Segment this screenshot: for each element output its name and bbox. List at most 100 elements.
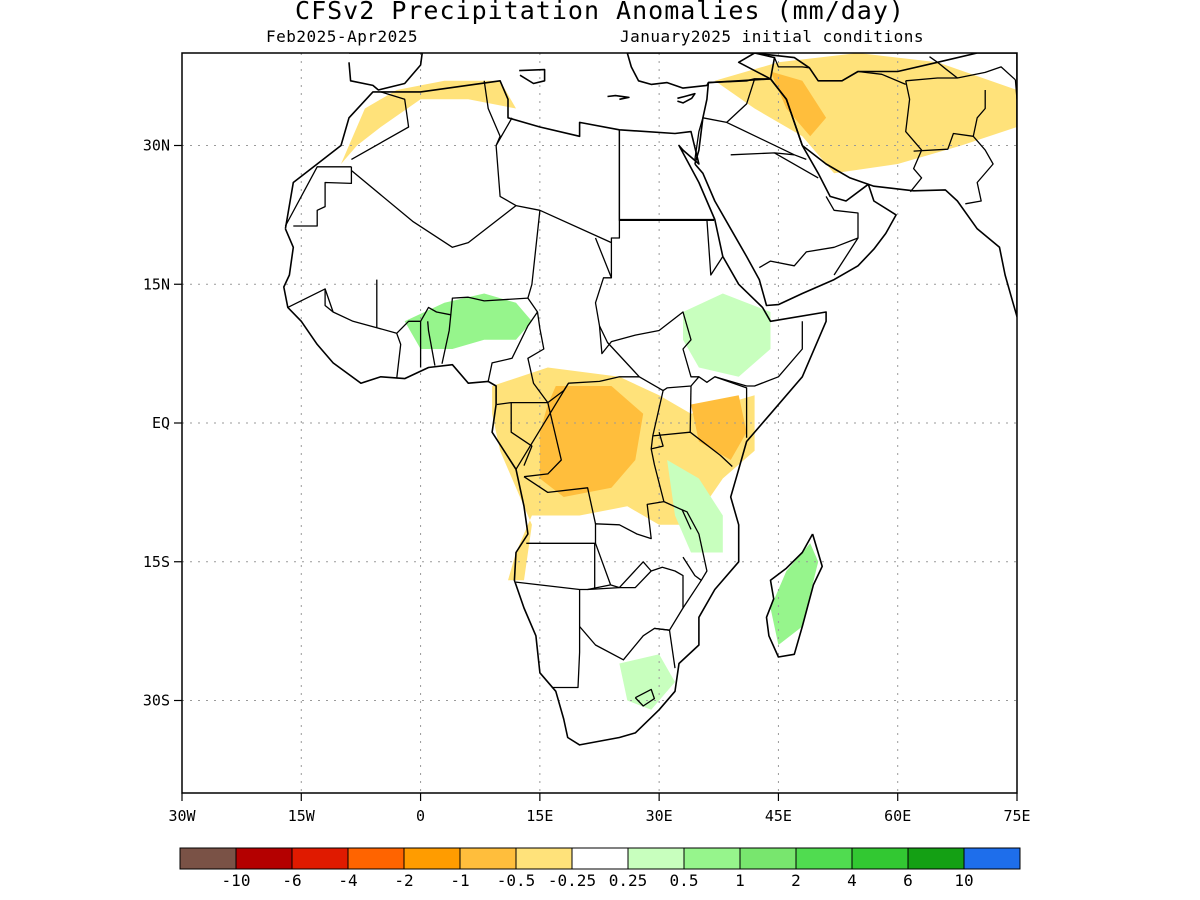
lon-tick-label: 15E: [526, 807, 553, 825]
country-border: [551, 589, 581, 689]
country-border: [487, 311, 539, 382]
colorbar: -10 -6 -4 -2 -1 -0.5 -0.25 0.25 0.5 1 2 4 6 10: [179, 847, 1021, 890]
colorbar-label: -1: [450, 871, 469, 890]
colorbar-label: 1: [735, 871, 745, 890]
colorbar-swatch: [795, 847, 853, 870]
lon-tick-label: 60E: [884, 807, 911, 825]
anomaly-ethiopia-wet: [683, 293, 771, 377]
colorbar-swatch: [235, 847, 293, 870]
lon-tick-label: 30W: [168, 807, 196, 825]
country-border: [758, 196, 859, 269]
country-border: [293, 166, 353, 227]
coastline-italy-sicily: [519, 68, 546, 85]
lon-tick-label: 45E: [765, 807, 792, 825]
country-border: [714, 376, 748, 438]
country-border: [618, 561, 652, 589]
country-border: [598, 311, 699, 378]
country-border: [689, 385, 692, 433]
anomaly-madagascar-wet: [770, 543, 819, 645]
anomaly-iran-dry-core: [770, 71, 827, 137]
colorbar-swatch: [291, 847, 349, 870]
colorbar-label: 10: [954, 871, 973, 890]
colorbar-label: 4: [847, 871, 857, 890]
country-border: [634, 688, 656, 707]
colorbar-label: 0.5: [670, 871, 699, 890]
coastline-iran-asia: [737, 53, 1017, 318]
country-border: [774, 152, 819, 179]
country-border: [515, 382, 570, 470]
coastline-africa: [282, 80, 827, 746]
country-border: [833, 237, 859, 276]
country-border: [515, 581, 611, 591]
forecast-period: Feb2025-Apr2025: [266, 27, 418, 46]
lat-tick-label: EQ: [152, 414, 170, 432]
country-border: [350, 169, 541, 248]
colorbar-swatch: [515, 847, 573, 870]
coastline-cyprus: [677, 92, 696, 104]
country-border: [773, 57, 810, 69]
colorbar-label: -10: [222, 871, 251, 890]
axis-ticks: 30N 15N EQ 15S 30S 30W 15W 0 15E 30E 45E 60E 75E: [143, 137, 1031, 826]
country-border: [284, 166, 352, 227]
country-border: [610, 129, 621, 243]
country-border: [287, 288, 334, 313]
country-border: [652, 431, 733, 467]
country-border: [841, 70, 906, 85]
country-border: [496, 401, 548, 406]
lon-tick-label: 75E: [1003, 807, 1030, 825]
country-border: [523, 402, 562, 478]
country-border: [523, 476, 597, 524]
country-border: [539, 209, 803, 392]
country-border: [495, 145, 517, 207]
lon-tick-label: 0: [416, 807, 425, 825]
initial-conditions: January2025 initial conditions: [620, 27, 924, 46]
country-border: [654, 627, 670, 631]
colorbar-label: -2: [394, 871, 413, 890]
country-border: [510, 402, 533, 466]
country-border: [594, 237, 613, 279]
country-border: [706, 219, 724, 276]
colorbar-label: -0.5: [497, 871, 536, 890]
colorbar-swatch: [459, 847, 517, 870]
colorbar-swatch: [739, 847, 797, 870]
colorbar-swatch: [627, 847, 685, 870]
country-border: [730, 152, 795, 156]
country-border: [651, 432, 664, 450]
country-border: [441, 314, 452, 364]
country-border: [526, 542, 596, 589]
anomaly-east-africa-wet: [667, 460, 723, 553]
colorbar-label: -0.25: [548, 871, 596, 890]
colorbar-label: -4: [338, 871, 357, 890]
country-border: [587, 566, 684, 631]
country-border: [663, 501, 692, 530]
country-border: [682, 579, 702, 609]
country-border: [618, 129, 714, 222]
lat-tick-label: 30S: [143, 692, 170, 710]
coastline-europe-south: [348, 53, 424, 91]
country-border: [681, 509, 708, 581]
colorbar-swatch: [963, 847, 1021, 870]
country-border: [694, 78, 756, 160]
country-borders: [284, 56, 1017, 707]
colorbar-label: -6: [282, 871, 301, 890]
country-border: [427, 321, 436, 366]
lon-tick-label: 15W: [288, 807, 316, 825]
anomaly-congo-dry-core: [539, 386, 644, 497]
coastline-crete: [607, 94, 630, 101]
coastline-madagascar: [765, 533, 824, 658]
anomaly-west-africa-wet: [404, 293, 532, 349]
colorbar-swatch: [907, 847, 965, 870]
colorbar-swatch: [683, 847, 741, 870]
lat-tick-label: 30N: [143, 137, 170, 155]
colorbar-label: 6: [903, 871, 913, 890]
colorbar-label: 2: [791, 871, 801, 890]
country-border: [396, 333, 402, 379]
lon-tick-label: 30E: [646, 807, 673, 825]
country-border: [527, 210, 640, 404]
lat-tick-label: 15S: [143, 553, 170, 571]
map-title: CFSv2 Precipitation Anomalies (mm/day): [295, 0, 905, 25]
anomaly-south-africa-wet: [619, 654, 675, 710]
anomaly-shading: [341, 53, 1017, 710]
lat-tick-label: 15N: [143, 275, 170, 293]
